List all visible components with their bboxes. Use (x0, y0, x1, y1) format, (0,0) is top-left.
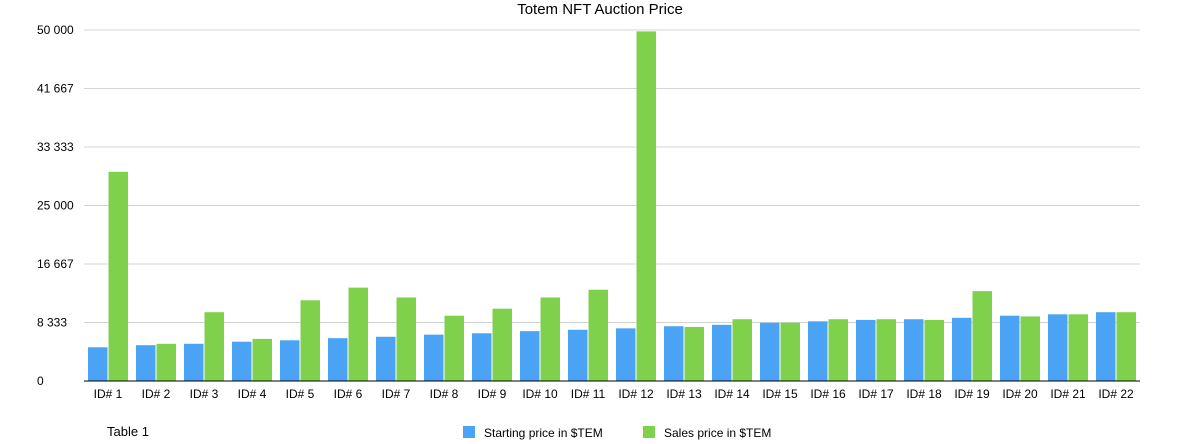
bar-starting-18 (904, 319, 924, 381)
bar-sales-2 (156, 343, 176, 381)
y-tick-label: 0 (37, 374, 44, 388)
legend-label: Sales price in $TEM (664, 426, 771, 440)
bar-sales-8 (444, 315, 464, 381)
bar-starting-12 (616, 328, 636, 381)
bar-starting-22 (1096, 312, 1116, 381)
bar-starting-14 (712, 324, 732, 381)
bar-sales-3 (204, 312, 224, 381)
x-tick-label: ID# 13 (666, 387, 702, 401)
legend-label: Starting price in $TEM (484, 426, 603, 440)
bar-starting-16 (808, 321, 828, 381)
bar-starting-11 (568, 329, 588, 381)
bar-starting-6 (328, 338, 348, 381)
bar-sales-4 (252, 338, 272, 381)
bar-sales-5 (300, 300, 320, 381)
x-tick-label: ID# 6 (334, 387, 363, 401)
legend-swatch (463, 426, 475, 438)
bar-sales-14 (732, 319, 752, 381)
bar-sales-1 (108, 171, 128, 381)
bar-sales-7 (396, 297, 416, 381)
y-tick-label: 50 000 (37, 23, 74, 37)
bar-sales-20 (1020, 316, 1040, 381)
x-tick-label: ID# 17 (858, 387, 894, 401)
bar-starting-20 (1000, 315, 1020, 381)
x-tick-label: ID# 21 (1050, 387, 1086, 401)
x-tick-label: ID# 4 (238, 387, 267, 401)
x-tick-label: ID# 3 (190, 387, 219, 401)
x-tick-label: ID# 2 (142, 387, 171, 401)
y-tick-label: 41 667 (37, 81, 74, 95)
bar-sales-19 (972, 291, 992, 381)
bar-sales-13 (684, 326, 704, 381)
x-tick-label: ID# 16 (810, 387, 846, 401)
bar-starting-13 (664, 326, 684, 381)
bar-sales-6 (348, 287, 368, 381)
x-tick-label: ID# 18 (906, 387, 942, 401)
bar-starting-10 (520, 331, 540, 381)
y-tick-label: 16 667 (37, 257, 74, 271)
bar-starting-3 (184, 343, 204, 381)
legend: Starting price in $TEM Sales price in $TE… (463, 426, 771, 440)
bar-starting-7 (376, 336, 396, 381)
legend-swatch (643, 426, 655, 438)
x-tick-label: ID# 1 (94, 387, 123, 401)
y-axis: 0 8 333 16 667 25 000 33 333 41 667 50 000 (37, 23, 74, 388)
bar-sales-21 (1068, 314, 1088, 381)
x-tick-label: ID# 14 (714, 387, 750, 401)
bars (88, 31, 1136, 382)
y-tick-label: 25 000 (37, 199, 74, 213)
bar-starting-5 (280, 340, 300, 381)
bar-starting-4 (232, 341, 252, 381)
x-tick-label: ID# 7 (382, 387, 411, 401)
bar-starting-17 (856, 319, 876, 381)
bar-sales-9 (492, 308, 512, 381)
x-tick-label: ID# 9 (478, 387, 507, 401)
table-label: Table 1 (107, 424, 149, 439)
bar-sales-10 (540, 297, 560, 381)
bar-sales-12 (636, 31, 656, 382)
bar-sales-18 (924, 319, 944, 381)
y-tick-label: 8 333 (37, 316, 67, 330)
x-tick-label: ID# 20 (1002, 387, 1038, 401)
bar-sales-16 (828, 319, 848, 381)
bar-starting-19 (952, 317, 972, 381)
x-tick-label: ID# 8 (430, 387, 459, 401)
bar-starting-2 (136, 345, 156, 381)
bar-starting-9 (472, 333, 492, 381)
x-tick-label: ID# 10 (522, 387, 558, 401)
bar-sales-11 (588, 289, 608, 381)
bar-starting-21 (1048, 314, 1068, 381)
x-tick-label: ID# 12 (618, 387, 654, 401)
bar-starting-1 (88, 347, 108, 381)
x-axis: ID# 1 ID# 2 ID# 3 ID# 4 ID# 5 ID# 6 ID# 7 ID# 8… (94, 387, 1134, 401)
grid-lines (84, 29, 1140, 324)
x-tick-label: ID# 5 (286, 387, 315, 401)
bar-sales-22 (1116, 312, 1136, 381)
bar-starting-15 (760, 322, 780, 381)
x-tick-label: ID# 19 (954, 387, 990, 401)
bar-starting-8 (424, 334, 444, 381)
x-tick-label: ID# 11 (571, 387, 606, 401)
chart-title: Totem NFT Auction Price (517, 1, 683, 18)
y-tick-label: 33 333 (37, 140, 74, 154)
bar-sales-17 (876, 319, 896, 381)
bar-sales-15 (780, 322, 800, 381)
x-tick-label: ID# 15 (762, 387, 798, 401)
x-tick-label: ID# 22 (1098, 387, 1134, 401)
